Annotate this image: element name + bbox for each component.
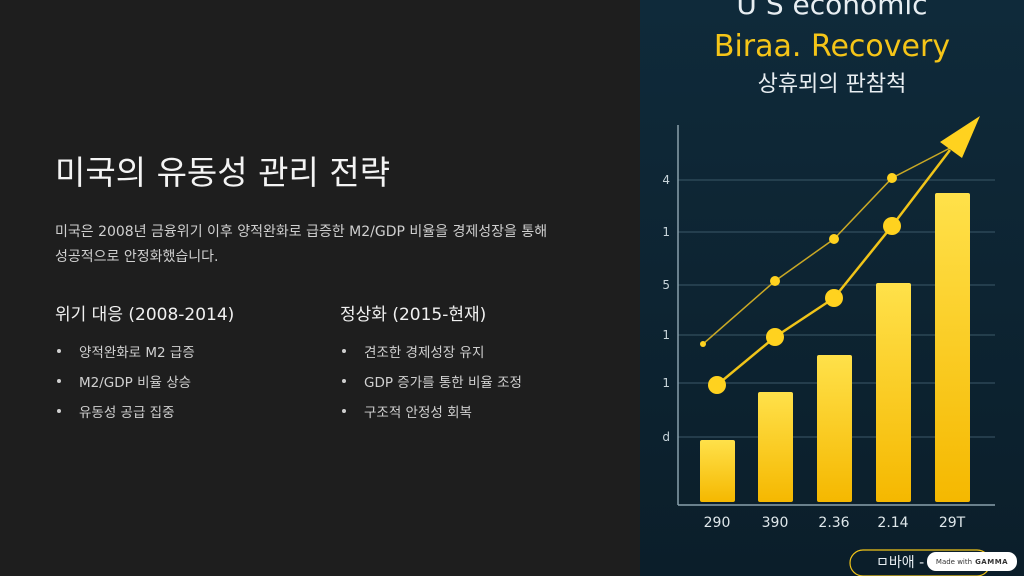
arrow-head [940, 116, 980, 158]
bullet: 유동성 공급 집중 [55, 401, 234, 431]
x-label: 29T [939, 515, 966, 531]
y-label: 4 [662, 173, 670, 187]
bullet-list: 견조한 경제성장 유지 GDP 증가를 통한 비율 조정 구조적 안정성 회복 [340, 341, 522, 431]
column: 위기 대응 (2008-2014) 양적완화로 M2 급증 M2/GDP 비율 … [55, 300, 234, 431]
y-label: 1 [662, 328, 670, 342]
bullet: 견조한 경제성장 유지 [340, 341, 522, 371]
column-heading: 위기 대응 (2008-2014) [55, 305, 235, 325]
description-line: 성공적으로 안정화했습니다. [55, 249, 219, 265]
column-heading: 정상화 (2015-현재) [340, 305, 487, 325]
bar [817, 355, 852, 502]
bullet-list: 양적완화로 M2 급증 M2/GDP 비율 상승 유동성 공급 집중 [55, 341, 234, 431]
y-label: 1 [662, 225, 670, 239]
art-title: 상휴뫼의 판참척 [758, 72, 907, 97]
y-labels: 4 1 5 1 1 d [662, 173, 670, 444]
art-title: U S economic [736, 0, 927, 21]
bar [700, 440, 735, 502]
bars [700, 193, 970, 502]
bar [758, 392, 793, 502]
text-panel: 미국의 유동성 관리 전략 미국은 2008년 금융위기 이후 양적완화로 급증… [55, 153, 548, 431]
made-with-badge[interactable]: Made with GAMMA [927, 552, 1017, 571]
art-title: Biraa. Recovery [714, 29, 950, 64]
badge-brand: GAMMA [975, 557, 1009, 566]
y-label: 1 [662, 376, 670, 390]
description: 미국은 2008년 금융위기 이후 양적완화로 급증한 M2/GDP 비율을 경… [55, 220, 547, 270]
art-caption: ㅁ바애 - [876, 555, 924, 571]
x-labels: 290 390 2.36 2.14 29T [704, 515, 966, 531]
illustration: U S economic Biraa. Recovery 상휴뫼의 판참척 4 … [640, 0, 1024, 576]
badge-text: Made with [935, 557, 973, 566]
bullet: 양적완화로 M2 급증 [55, 341, 234, 371]
bullet: GDP 증가를 통한 비율 조정 [340, 371, 522, 401]
bar [935, 193, 970, 502]
points [700, 173, 901, 394]
description-line: 미국은 2008년 금융위기 이후 양적완화로 급증한 M2/GDP 비율을 경… [55, 224, 548, 240]
bullet: 구조적 안정성 회복 [340, 401, 522, 431]
bar [876, 283, 911, 502]
x-label: 290 [704, 515, 731, 531]
column: 정상화 (2015-현재) 견조한 경제성장 유지 GDP 증가를 통한 비율 … [340, 300, 522, 431]
x-label: 390 [762, 515, 789, 531]
y-label: 5 [662, 278, 670, 292]
x-label: 2.14 [877, 515, 908, 531]
slide-title: 미국의 유동성 관리 전략 [55, 153, 391, 192]
bullet: M2/GDP 비율 상승 [55, 371, 234, 401]
x-label: 2.36 [818, 515, 849, 531]
y-label: d [662, 430, 670, 444]
